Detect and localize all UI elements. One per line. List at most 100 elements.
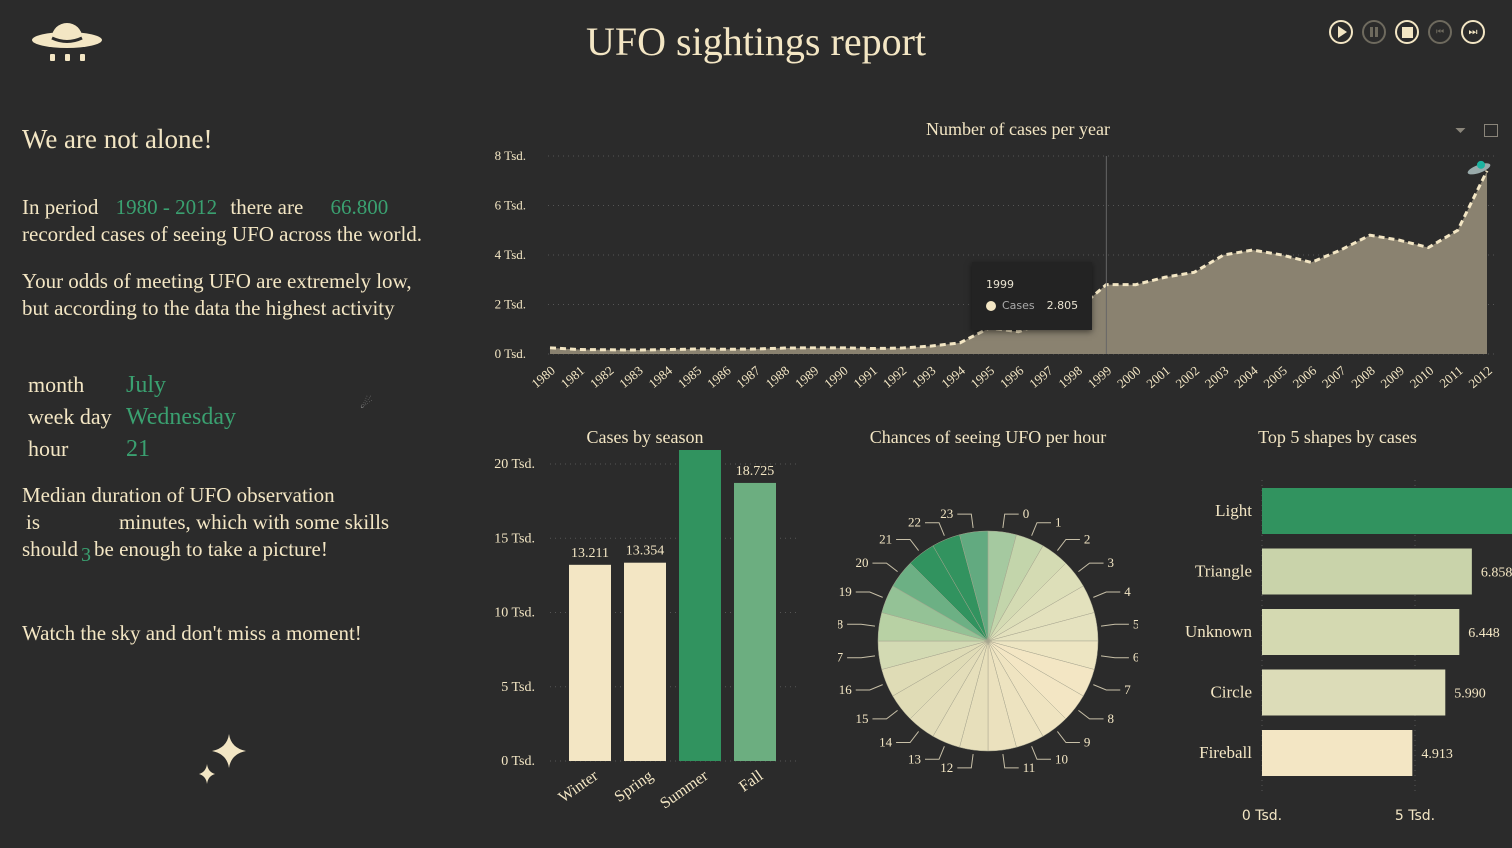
- period-value: 1980 - 2012: [115, 195, 218, 219]
- leader-line: [1078, 710, 1104, 720]
- text: there are: [230, 195, 304, 219]
- bar: [1262, 730, 1413, 776]
- expand-icon[interactable]: [1484, 124, 1498, 137]
- y-tick-label: 0 Tsd.: [501, 754, 535, 769]
- stop-icon: [1401, 26, 1413, 38]
- x-tick-label: 1991: [850, 363, 880, 391]
- bar: [1262, 488, 1512, 534]
- slice-label: 20: [855, 555, 868, 570]
- pie-chart: 01234567891011121314151617181920212223: [838, 506, 1138, 775]
- x-tick-label: 1993: [909, 363, 939, 391]
- slice-label: 2: [1084, 531, 1091, 546]
- leader-line: [872, 710, 898, 720]
- leader-line: [896, 731, 919, 744]
- x-tick-label: Summer: [657, 767, 712, 812]
- leader-line: [1031, 522, 1051, 536]
- ufo-logo-icon: [30, 20, 104, 69]
- x-tick-label: 2012: [1465, 363, 1495, 391]
- x-tick-label: 1982: [587, 363, 617, 391]
- x-tick-label: 2008: [1348, 363, 1378, 391]
- x-tick-label: 1995: [968, 363, 998, 391]
- slice-label: 7: [1124, 682, 1131, 697]
- stat-label: month: [28, 372, 85, 397]
- x-tick-label: 1983: [616, 363, 646, 391]
- slice-label: 18: [838, 616, 843, 631]
- text: Median duration of UFO observation: [22, 483, 335, 507]
- stat-label: week day: [28, 404, 112, 429]
- stop-button[interactable]: [1395, 20, 1419, 44]
- slice-label: 9: [1084, 735, 1091, 750]
- data-label: 6.858: [1481, 566, 1512, 581]
- slice-label: 19: [839, 584, 852, 599]
- leader-line: [1031, 746, 1051, 760]
- series-line: [549, 170, 1489, 352]
- leader-line: [1093, 591, 1121, 598]
- tooltip-value: 2.805: [1046, 299, 1079, 312]
- pause-icon: [1370, 27, 1378, 37]
- x-tick-label: 1998: [1055, 363, 1085, 391]
- x-tick-label: 2007: [1319, 362, 1349, 391]
- x-tick-label: 1990: [821, 363, 851, 391]
- x-tick-label: 2004: [1231, 362, 1261, 391]
- pause-button[interactable]: [1362, 20, 1386, 44]
- leader-line: [1002, 753, 1019, 769]
- text: should: [22, 537, 79, 561]
- bar: [624, 562, 666, 761]
- x-tick-label: 1984: [645, 362, 675, 391]
- slice-label: 23: [940, 506, 953, 521]
- skip-back-button[interactable]: ⏮: [1428, 20, 1452, 44]
- leader-line: [1057, 538, 1080, 551]
- y-tick-label: 15 Tsd.: [494, 531, 535, 546]
- stat-weekday: week day Wednesday: [28, 401, 236, 433]
- slice-label: 21: [879, 531, 892, 546]
- leader-line: [855, 591, 883, 598]
- play-button[interactable]: [1329, 20, 1353, 44]
- leader-line: [1100, 655, 1129, 659]
- skip-forward-button[interactable]: ⏭: [1461, 20, 1485, 44]
- bar: [569, 564, 611, 761]
- x-tick-label: Fall: [736, 767, 767, 796]
- x-tick-label: 2011: [1436, 363, 1465, 391]
- count-value: 66.800: [330, 195, 389, 219]
- x-tick-label: 2003: [1202, 363, 1232, 391]
- x-tick-label: 1996: [997, 362, 1027, 391]
- tooltip: 1999 Cases 2.805: [972, 262, 1092, 330]
- leader-line: [1057, 731, 1080, 744]
- play-icon: [1338, 26, 1347, 38]
- slice-label: 5: [1133, 616, 1138, 631]
- slice-label: 15: [855, 711, 868, 726]
- stat-value: Wednesday: [126, 404, 237, 430]
- skip-back-icon: ⏮: [1435, 27, 1445, 37]
- leader-line: [925, 522, 945, 536]
- odds-paragraph: Your odds of meeting UFO are extremely l…: [22, 269, 412, 320]
- leader-line: [957, 753, 974, 769]
- bar: [1262, 609, 1460, 655]
- leader-line: [872, 562, 898, 572]
- line-chart: 0 Tsd.2 Tsd.4 Tsd.6 Tsd.8 Tsd.1980 1981 19…: [495, 148, 1495, 391]
- bar: [1262, 669, 1446, 716]
- bar: [679, 450, 721, 761]
- ufo-dome: [1477, 160, 1485, 169]
- slice-label: 14: [879, 735, 893, 750]
- leader-line: [1078, 562, 1104, 572]
- data-label: 4.913: [1421, 747, 1453, 762]
- slice-label: 0: [1023, 506, 1030, 521]
- x-tick-label: 1994: [938, 362, 968, 391]
- stat-label: hour: [28, 436, 69, 461]
- x-tick-label: 1985: [675, 363, 705, 391]
- slice-label: 12: [940, 760, 953, 775]
- data-label: 6.448: [1468, 626, 1500, 641]
- stat-value: July: [126, 372, 167, 398]
- x-tick-label: 2002: [1173, 363, 1203, 391]
- y-tick-label: 0 Tsd.: [495, 346, 526, 361]
- filter-icon[interactable]: ⏷: [1455, 123, 1467, 139]
- pie-slice: [959, 530, 989, 642]
- x-tick-label: 0 Tsd.: [1242, 808, 1282, 824]
- shapes-chart: 0 Tsd.5 Tsd.10 Tsd.Light14.052Triangle6.…: [1185, 480, 1512, 824]
- season-chart: 0 Tsd. 5 Tsd. 10 Tsd. 15 Tsd. 20 Tsd. 13.211 W…: [494, 450, 800, 812]
- x-tick-label: Winter: [556, 767, 602, 806]
- x-tick-label: 2009: [1378, 363, 1408, 391]
- x-tick-label: 2006: [1290, 362, 1320, 391]
- skip-forward-icon: ⏭: [1468, 26, 1478, 38]
- x-tick-label: 1986: [704, 362, 734, 391]
